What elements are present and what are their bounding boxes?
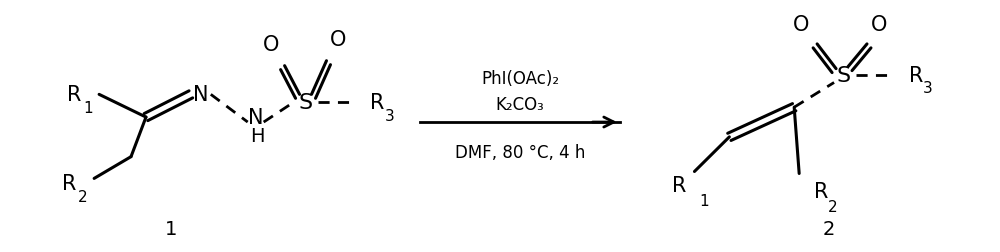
Text: S: S xyxy=(298,93,313,113)
Text: N: N xyxy=(248,108,263,128)
Text: R: R xyxy=(67,85,81,105)
Text: 1: 1 xyxy=(83,101,93,116)
Text: S: S xyxy=(837,65,851,85)
Text: 2: 2 xyxy=(828,199,838,214)
Text: 2: 2 xyxy=(78,190,88,204)
Text: N: N xyxy=(193,85,209,105)
Text: R: R xyxy=(814,181,828,201)
Text: R: R xyxy=(62,174,76,194)
Text: O: O xyxy=(330,30,347,50)
Text: H: H xyxy=(250,127,265,146)
Text: R: R xyxy=(370,93,385,113)
Text: O: O xyxy=(262,35,279,55)
Text: R: R xyxy=(909,65,923,85)
Text: 3: 3 xyxy=(384,109,394,124)
Text: K₂CO₃: K₂CO₃ xyxy=(496,96,544,114)
Text: O: O xyxy=(871,15,887,35)
Text: 1: 1 xyxy=(699,194,709,208)
Text: 1: 1 xyxy=(165,219,177,238)
Text: R: R xyxy=(672,176,686,196)
Text: O: O xyxy=(793,15,809,35)
Text: 3: 3 xyxy=(923,81,933,96)
Text: PhI(OAc)₂: PhI(OAc)₂ xyxy=(481,69,559,87)
Text: 2: 2 xyxy=(823,219,835,238)
Text: DMF, 80 °C, 4 h: DMF, 80 °C, 4 h xyxy=(455,143,585,161)
